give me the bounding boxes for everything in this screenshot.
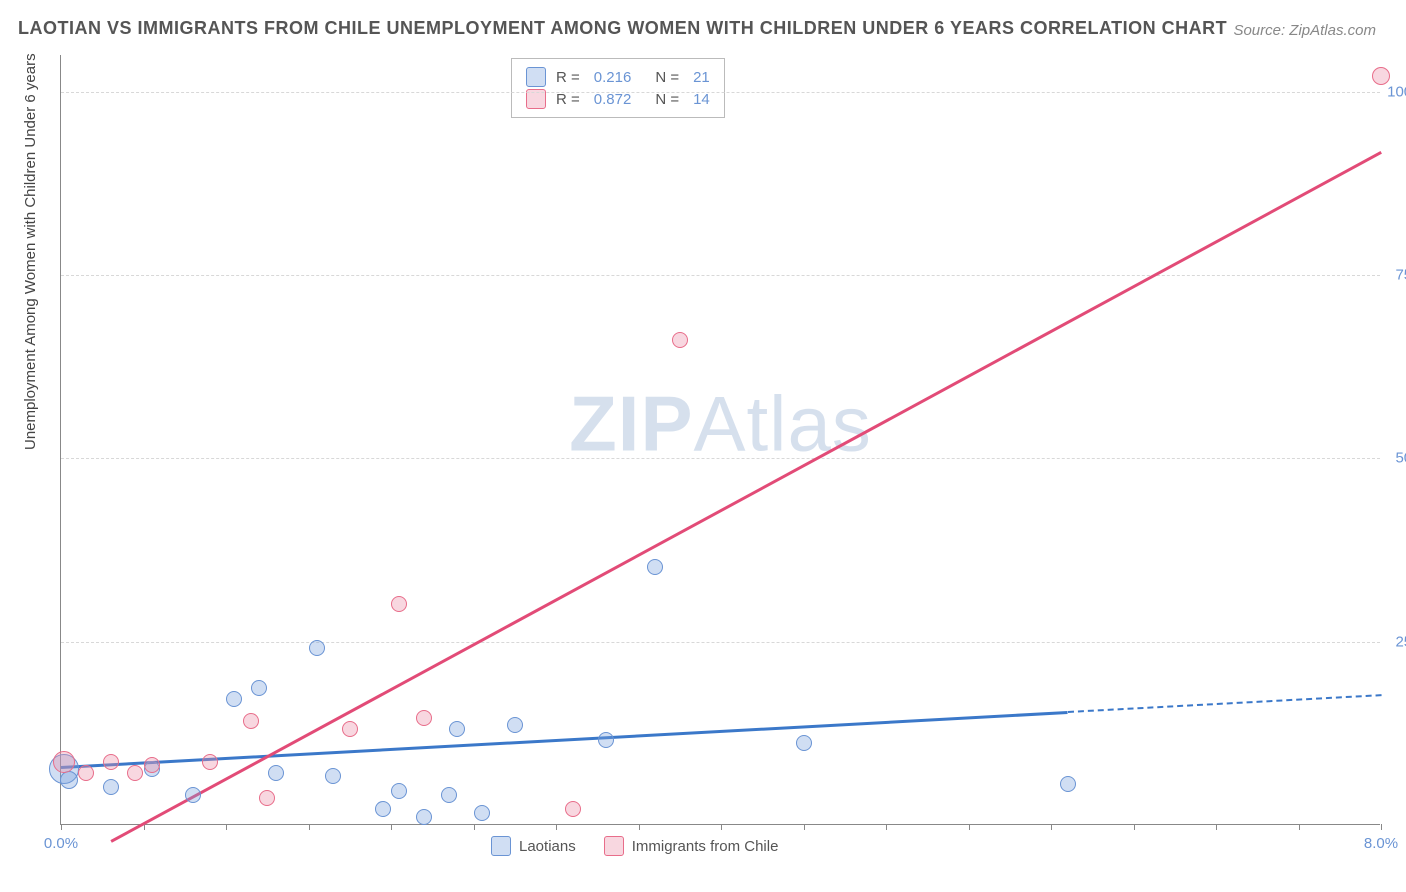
trend-line: [1067, 694, 1381, 713]
data-point: [391, 596, 407, 612]
correlation-legend: R = 0.216 N = 21 R = 0.872 N = 14: [511, 58, 725, 118]
legend-label: Laotians: [519, 838, 576, 855]
watermark-zip: ZIP: [569, 380, 693, 468]
data-point: [375, 801, 391, 817]
data-point: [78, 765, 94, 781]
swatch-laotians: [526, 67, 546, 87]
data-point: [202, 754, 218, 770]
data-point: [342, 721, 358, 737]
x-tick: [1134, 824, 1135, 830]
data-point: [144, 757, 160, 773]
data-point: [565, 801, 581, 817]
x-tick: [474, 824, 475, 830]
source-attribution: Source: ZipAtlas.com: [1233, 22, 1376, 39]
x-tick: [226, 824, 227, 830]
data-point: [103, 779, 119, 795]
x-tick: [61, 824, 62, 830]
data-point: [325, 768, 341, 784]
data-point: [1060, 776, 1076, 792]
data-point: [60, 771, 78, 789]
data-point: [226, 691, 242, 707]
r-value-laotians: 0.216: [594, 69, 632, 86]
chart-title: LAOTIAN VS IMMIGRANTS FROM CHILE UNEMPLO…: [18, 18, 1227, 39]
data-point: [1372, 67, 1390, 85]
y-tick-label: 25.0%: [1386, 633, 1406, 650]
gridline: [61, 92, 1380, 93]
trend-line: [110, 150, 1382, 842]
legend-row-laotians: R = 0.216 N = 21: [526, 67, 710, 87]
x-tick-label: 0.0%: [44, 835, 78, 852]
data-point: [103, 754, 119, 770]
data-point: [416, 710, 432, 726]
data-point: [391, 783, 407, 799]
x-tick: [556, 824, 557, 830]
r-label: R =: [556, 69, 580, 86]
r-value-chile: 0.872: [594, 91, 632, 108]
watermark-atlas: Atlas: [693, 380, 871, 468]
data-point: [507, 717, 523, 733]
x-tick: [886, 824, 887, 830]
data-point: [796, 735, 812, 751]
data-point: [53, 751, 75, 773]
x-tick: [1299, 824, 1300, 830]
data-point: [647, 559, 663, 575]
data-point: [416, 809, 432, 825]
y-tick-label: 75.0%: [1386, 267, 1406, 284]
y-axis-label: Unemployment Among Women with Children U…: [22, 53, 39, 450]
data-point: [259, 790, 275, 806]
n-value-chile: 14: [693, 91, 710, 108]
x-tick: [1381, 824, 1382, 830]
data-point: [127, 765, 143, 781]
swatch-chile: [604, 836, 624, 856]
data-point: [474, 805, 490, 821]
n-value-laotians: 21: [693, 69, 710, 86]
series-legend: Laotians Immigrants from Chile: [491, 836, 778, 856]
x-tick: [969, 824, 970, 830]
x-tick: [804, 824, 805, 830]
gridline: [61, 275, 1380, 276]
x-tick: [1216, 824, 1217, 830]
y-tick-label: 100.0%: [1386, 83, 1406, 100]
watermark: ZIPAtlas: [569, 379, 872, 470]
data-point: [243, 713, 259, 729]
n-label: N =: [655, 91, 679, 108]
swatch-laotians: [491, 836, 511, 856]
r-label: R =: [556, 91, 580, 108]
y-tick-label: 50.0%: [1386, 450, 1406, 467]
scatter-plot-area: ZIPAtlas R = 0.216 N = 21 R = 0.872 N = …: [60, 55, 1380, 825]
x-tick: [721, 824, 722, 830]
gridline: [61, 642, 1380, 643]
data-point: [309, 640, 325, 656]
gridline: [61, 458, 1380, 459]
data-point: [268, 765, 284, 781]
n-label: N =: [655, 69, 679, 86]
data-point: [598, 732, 614, 748]
x-tick: [391, 824, 392, 830]
x-tick: [639, 824, 640, 830]
data-point: [449, 721, 465, 737]
data-point: [441, 787, 457, 803]
x-tick: [1051, 824, 1052, 830]
x-tick: [309, 824, 310, 830]
x-tick-label: 8.0%: [1364, 835, 1398, 852]
legend-item-laotians: Laotians: [491, 836, 576, 856]
data-point: [672, 332, 688, 348]
legend-label: Immigrants from Chile: [632, 838, 779, 855]
legend-item-chile: Immigrants from Chile: [604, 836, 779, 856]
data-point: [185, 787, 201, 803]
data-point: [251, 680, 267, 696]
